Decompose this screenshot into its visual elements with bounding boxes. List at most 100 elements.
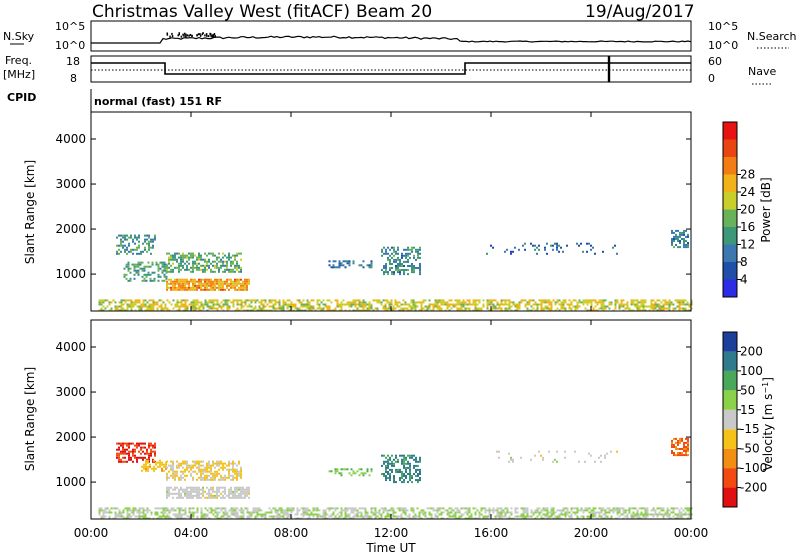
range-gate-cell	[594, 513, 597, 516]
range-gate-cell	[391, 460, 393, 463]
range-gate-cell	[411, 475, 413, 477]
range-gate-cell	[352, 303, 355, 306]
range-gate-cell	[168, 470, 170, 473]
range-gate-cell	[592, 509, 595, 512]
range-gate-cell	[536, 515, 539, 518]
range-gate-cell	[401, 252, 403, 255]
range-gate-cell	[683, 240, 685, 242]
range-gate-cell	[438, 301, 441, 304]
range-gate-cell	[190, 490, 192, 493]
range-gate-cell	[190, 278, 192, 281]
range-gate-cell	[428, 513, 431, 516]
range-gate-cell	[468, 509, 471, 512]
range-gate-cell	[133, 277, 136, 280]
range-gate-cell	[540, 301, 543, 304]
range-gate-cell	[610, 303, 613, 306]
range-gate-cell	[409, 456, 411, 459]
range-gate-cell	[162, 515, 165, 518]
range-gate-cell	[430, 507, 433, 510]
range-gate-cell	[140, 446, 142, 449]
range-gate-cell	[155, 461, 157, 464]
range-gate-cell	[210, 468, 212, 471]
range-gate-cell	[310, 299, 313, 302]
range-gate-cell	[686, 513, 689, 516]
range-gate-cell	[134, 303, 137, 306]
range-gate-cell	[172, 474, 174, 477]
range-gate-cell	[240, 515, 243, 518]
range-gate-cell	[626, 513, 629, 516]
range-gate-cell	[644, 305, 647, 308]
range-gate-cell	[384, 307, 387, 310]
range-gate-cell	[238, 515, 241, 518]
range-gate-cell	[172, 464, 174, 467]
range-gate-cell	[602, 513, 605, 516]
range-gate-cell	[210, 288, 212, 291]
range-gate-cell	[376, 299, 379, 302]
range-gate-cell	[438, 513, 441, 516]
range-gate-cell	[226, 511, 229, 514]
range-gate-cell	[122, 509, 125, 512]
range-gate-cell	[550, 303, 553, 306]
range-gate-cell	[606, 452, 608, 455]
range-gate-cell	[634, 299, 637, 302]
range-gate-cell	[334, 509, 337, 512]
range-gate-cell	[346, 301, 349, 304]
range-gate-cell	[248, 511, 251, 514]
range-gate-cell	[580, 507, 583, 510]
range-gate-cell	[352, 509, 355, 512]
range-gate-cell	[127, 263, 130, 266]
range-gate-cell	[180, 299, 183, 302]
range-gate-cell	[126, 511, 129, 514]
range-gate-cell	[228, 496, 230, 499]
range-gate-cell	[138, 450, 140, 453]
range-gate-cell	[130, 299, 133, 302]
range-gate-cell	[244, 280, 246, 283]
range-gate-cell	[222, 464, 224, 467]
range-gate-cell	[240, 278, 242, 281]
range-gate-cell	[630, 507, 633, 510]
range-gate-cell	[234, 266, 236, 269]
range-gate-cell	[220, 515, 223, 518]
range-gate-cell	[224, 476, 226, 479]
range-gate-cell	[155, 467, 157, 470]
range-gate-cell	[442, 511, 445, 514]
range-gate-cell	[226, 494, 228, 497]
range-gate-cell	[328, 260, 331, 263]
range-gate-cell	[678, 305, 681, 308]
range-gate-cell	[184, 286, 186, 289]
range-gate-cell	[182, 303, 185, 306]
range-gate-cell	[126, 246, 128, 249]
range-gate-cell	[334, 307, 337, 310]
range-gate-cell	[124, 248, 126, 251]
y-tick-label: 1000	[55, 267, 86, 281]
range-gate-cell	[346, 260, 349, 263]
range-gate-cell	[218, 270, 220, 273]
range-gate-cell	[216, 307, 219, 310]
range-gate-cell	[680, 513, 683, 516]
range-gate-cell	[112, 507, 115, 510]
range-gate-cell	[452, 513, 455, 516]
range-gate-cell	[188, 286, 190, 289]
range-gate-cell	[200, 282, 202, 285]
range-gate-cell	[492, 246, 494, 249]
range-gate-cell	[224, 303, 227, 306]
range-gate-cell	[170, 286, 172, 289]
range-gate-cell	[540, 299, 543, 302]
range-gate-cell	[166, 270, 168, 273]
range-gate-cell	[154, 507, 157, 510]
range-gate-cell	[490, 301, 493, 304]
range-gate-cell	[466, 507, 469, 510]
range-gate-cell	[182, 260, 184, 263]
range-gate-cell	[389, 258, 391, 261]
range-gate-cell	[442, 301, 445, 304]
range-gate-cell	[360, 472, 363, 475]
range-gate-cell	[176, 472, 178, 475]
range-gate-cell	[442, 303, 445, 306]
range-gate-cell	[104, 515, 107, 518]
range-gate-cell	[236, 478, 238, 481]
range-gate-cell	[226, 264, 228, 267]
range-gate-cell	[554, 242, 556, 245]
range-gate-cell	[340, 472, 343, 475]
colorbar-tick-label: -50	[740, 442, 760, 456]
range-gate-cell	[194, 305, 197, 308]
